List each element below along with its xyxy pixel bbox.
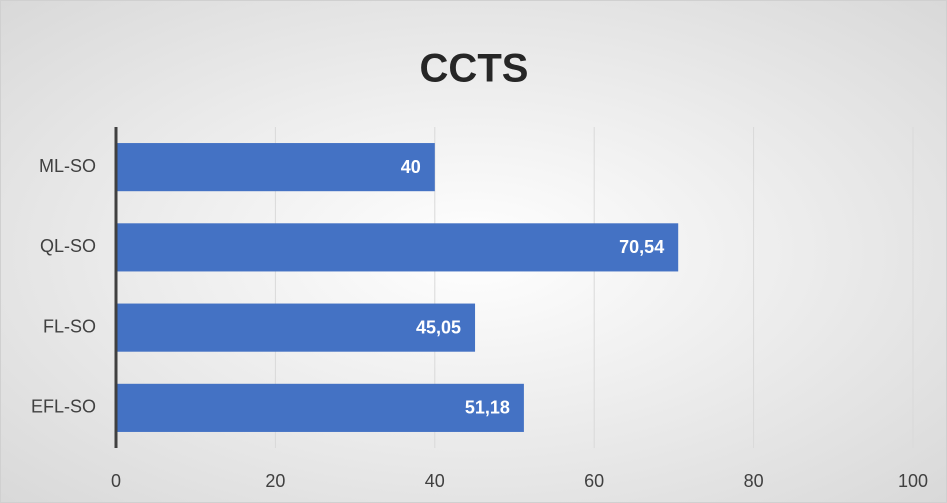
chart-title: CCTS [420, 47, 529, 91]
x-tick-label: 60 [584, 471, 604, 491]
y-tick-label: ML-SO [39, 156, 96, 176]
y-tick-label: EFL-SO [31, 397, 96, 417]
y-tick-label: QL-SO [40, 236, 96, 256]
data-label: 51,18 [465, 398, 510, 418]
x-tick-label: 40 [425, 471, 445, 491]
bar [116, 303, 476, 352]
x-tick-label: 0 [111, 471, 121, 491]
data-label: 70,54 [619, 237, 664, 257]
x-tick-label: 80 [744, 471, 764, 491]
bar [116, 223, 679, 272]
data-label: 45,05 [416, 317, 461, 337]
bar [116, 383, 524, 432]
x-tick-label: 100 [898, 471, 928, 491]
bar [116, 143, 435, 192]
y-tick-label: FL-SO [43, 316, 96, 336]
x-tick-label: 20 [265, 471, 285, 491]
data-label: 40 [401, 157, 421, 177]
